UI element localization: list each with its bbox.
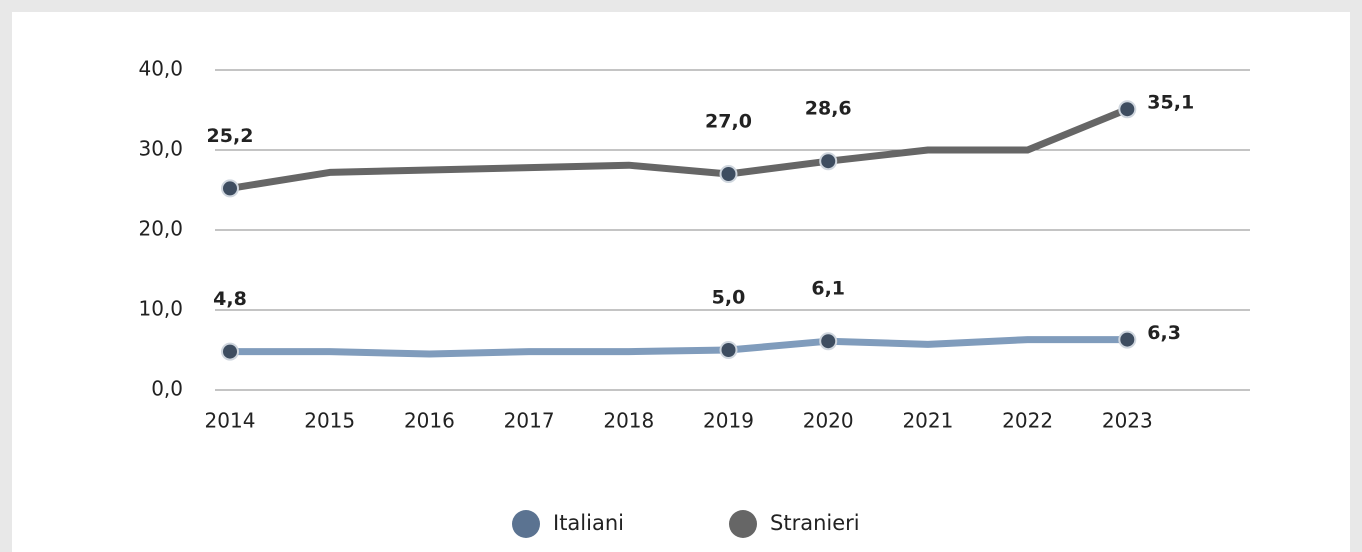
data-label: 25,2 (207, 125, 254, 147)
point (1118, 100, 1137, 119)
legend-swatch (729, 510, 757, 538)
data-label: 5,0 (712, 287, 746, 309)
point (719, 165, 738, 183)
x-tick-label: 2023 (1102, 409, 1153, 433)
data-label: 28,6 (805, 98, 852, 120)
point (819, 152, 838, 171)
x-tick-label: 2020 (803, 409, 854, 433)
x-tick-label: 2022 (1002, 409, 1053, 433)
x-tick-label: 2021 (902, 409, 953, 433)
point (221, 179, 239, 198)
y-tick-label: 30,0 (138, 137, 183, 161)
series-line (229, 105, 1129, 192)
y-tick-label: 20,0 (138, 217, 183, 241)
data-label: 6,1 (811, 278, 845, 300)
legend-label: Italiani (553, 511, 624, 535)
series-line (230, 336, 1128, 358)
y-tick-label: 0,0 (151, 377, 183, 401)
y-tick-label: 40,0 (138, 57, 183, 81)
point (1118, 330, 1137, 349)
x-tick-label: 2016 (404, 409, 455, 433)
y-tick-label: 10,0 (138, 297, 183, 321)
data-label: 4,8 (213, 288, 247, 310)
data-label: 35,1 (1147, 92, 1194, 114)
legend-label: Stranieri (770, 511, 860, 535)
legend-swatch (512, 510, 540, 538)
x-tick-label: 2014 (205, 409, 256, 433)
data-label: 27,0 (705, 111, 752, 133)
x-tick-label: 2017 (504, 409, 555, 433)
point (221, 342, 239, 361)
data-label: 6,3 (1147, 322, 1181, 344)
x-tick-label: 2015 (304, 409, 355, 433)
point (819, 332, 838, 351)
x-tick-label: 2019 (703, 409, 754, 433)
x-tick-label: 2018 (603, 409, 654, 433)
point (719, 341, 738, 359)
